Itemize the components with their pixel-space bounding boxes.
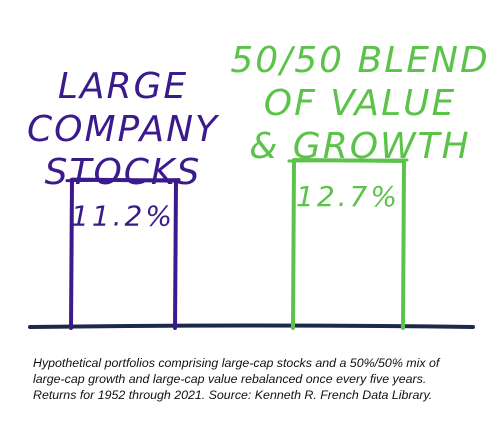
bar-cap-1 bbox=[287, 158, 409, 163]
value-label-1: 12.7% bbox=[296, 180, 400, 213]
bar-cap-0 bbox=[65, 178, 181, 183]
value-label-0: 11.2% bbox=[71, 200, 175, 233]
category-label-1-line-0: 50/50 BLEND bbox=[230, 40, 489, 81]
category-label-1-line-2: & GROWTH bbox=[249, 126, 470, 167]
category-label-0-line-2: STOCKS bbox=[45, 152, 202, 193]
category-label-1-line-1: OF VALUE bbox=[264, 83, 456, 124]
category-label-0-line-0: LARGE bbox=[58, 66, 188, 107]
chart-baseline bbox=[28, 323, 475, 329]
category-label-0-line-1: COMPANY bbox=[27, 109, 220, 150]
chart-caption: Hypothetical portfolios comprising large… bbox=[33, 356, 440, 402]
